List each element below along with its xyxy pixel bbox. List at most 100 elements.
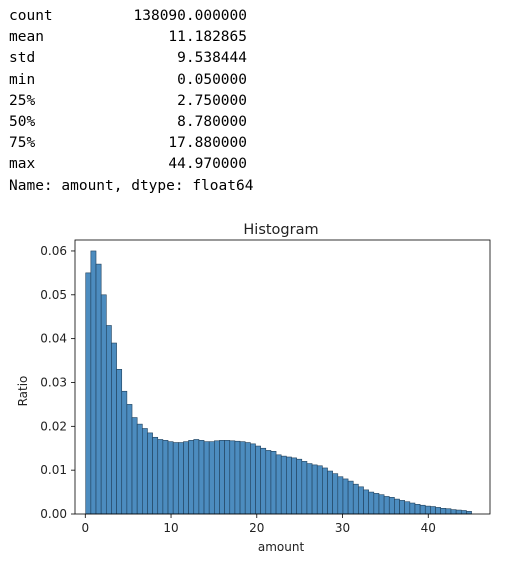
- histogram-bar: [450, 509, 457, 515]
- histogram-bar: [460, 510, 467, 515]
- histogram-bar: [445, 508, 452, 515]
- histogram-bar: [85, 272, 92, 515]
- describe-output: count 138090.000000 mean 11.182865 std 9.5384…: [9, 6, 253, 197]
- series-footer: Name: amount, dtype: float64: [9, 177, 254, 194]
- histogram-bar: [301, 461, 308, 515]
- histogram-chart: Histogram 0 10 20 30 400.000.010.020.030.040…: [16, 222, 491, 554]
- histogram-bar: [337, 476, 344, 515]
- stat-row-std: std 9.538444: [9, 48, 253, 69]
- x-tick-label: 10: [163, 521, 178, 535]
- histogram-bar: [100, 294, 107, 515]
- histogram-bars: [85, 250, 472, 515]
- histogram-bar: [373, 493, 380, 515]
- stat-value: 11.182865: [168, 29, 247, 46]
- stat-value: 17.880000: [168, 135, 247, 152]
- histogram-bar: [291, 457, 297, 515]
- y-axis-label: Ratio: [16, 376, 30, 407]
- stat-key: 25%: [9, 92, 36, 109]
- histogram-bar: [95, 263, 102, 515]
- histogram-bar: [234, 440, 241, 515]
- histogram-bar: [131, 417, 138, 515]
- histogram-bar: [327, 470, 333, 515]
- stat-key: std: [9, 50, 36, 67]
- histogram-bar: [255, 445, 261, 515]
- stat-row-mean: mean 11.182865: [9, 27, 253, 48]
- histogram-bar: [280, 455, 287, 515]
- histogram-bar: [286, 456, 292, 515]
- histogram-bar: [419, 504, 426, 515]
- histogram-bar: [260, 447, 267, 515]
- chart-title: Histogram: [243, 222, 318, 238]
- histogram-bar: [455, 509, 462, 515]
- histogram-bar: [172, 442, 179, 515]
- histogram-bar: [440, 508, 447, 515]
- stat-value: 2.750000: [177, 92, 247, 109]
- stat-key: mean: [9, 29, 44, 46]
- stat-value: 0.050000: [177, 71, 247, 88]
- stat-row-50pct: 50% 8.780000: [9, 112, 253, 133]
- histogram-bar: [430, 506, 436, 515]
- histogram-bar: [399, 500, 405, 515]
- y-tick-label: 0.05: [40, 288, 67, 302]
- histogram-bar: [147, 432, 153, 515]
- histogram-bar: [435, 507, 441, 515]
- histogram-bar: [105, 325, 112, 515]
- histogram-bar: [126, 404, 133, 515]
- histogram-bar: [270, 451, 277, 515]
- histogram-bar: [275, 454, 282, 515]
- histogram-bar: [332, 473, 339, 515]
- stat-row-count: count 138090.000000: [9, 6, 253, 27]
- histogram-bar: [193, 439, 200, 515]
- y-tick-label: 0.03: [40, 375, 67, 389]
- stat-value: 9.538444: [177, 50, 247, 67]
- stat-value: 44.970000: [168, 156, 247, 173]
- stat-row-25pct: 25% 2.750000: [9, 91, 253, 112]
- histogram-bar: [363, 489, 369, 515]
- stat-value: 8.780000: [177, 114, 247, 131]
- histogram-bar: [152, 436, 159, 515]
- y-tick-label: 0.04: [40, 332, 67, 346]
- histogram-bar: [378, 494, 385, 515]
- histogram-bar: [229, 440, 236, 515]
- x-tick-label: 40: [421, 521, 436, 535]
- stat-row-75pct: 75% 17.880000: [9, 133, 253, 154]
- histogram-bar: [424, 505, 431, 515]
- stat-key: 50%: [9, 114, 36, 131]
- x-tick-label: 30: [335, 521, 350, 535]
- histogram-bar: [322, 467, 328, 515]
- histogram-bar: [111, 342, 117, 515]
- histogram-bar: [203, 441, 210, 515]
- histogram-bar: [178, 442, 184, 515]
- x-tick-label: 0: [81, 521, 89, 535]
- histogram-bar: [316, 465, 323, 515]
- histogram-bar: [162, 440, 169, 515]
- stat-key: min: [9, 71, 36, 88]
- histogram-bar: [116, 369, 123, 515]
- histogram-bar: [224, 440, 231, 515]
- histogram-bar: [414, 504, 421, 515]
- histogram-bar: [306, 463, 313, 515]
- histogram-bar: [409, 502, 416, 515]
- x-tick-label: 20: [249, 521, 264, 535]
- histogram-bar: [244, 442, 251, 515]
- stat-key: max: [9, 156, 36, 173]
- stat-key: 75%: [9, 135, 36, 152]
- y-tick-label: 0.02: [40, 419, 67, 433]
- histogram-bar: [167, 441, 174, 515]
- histogram-bar: [157, 439, 164, 515]
- histogram-bar: [347, 480, 354, 515]
- y-tick-label: 0.00: [40, 507, 67, 521]
- histogram-bar: [239, 441, 246, 515]
- histogram-bar: [265, 450, 272, 515]
- histogram-bar: [358, 486, 364, 515]
- histogram-bar: [383, 496, 390, 515]
- histogram-bar: [394, 498, 400, 515]
- histogram-bar: [368, 491, 375, 515]
- histogram-bar: [388, 497, 395, 515]
- histogram-bar: [311, 464, 318, 515]
- histogram-bar: [352, 483, 359, 515]
- stat-row-min: min 0.050000: [9, 70, 253, 91]
- stat-key: count: [9, 8, 53, 24]
- plot-frame: [74, 239, 491, 515]
- stat-value: 138090.000000: [133, 8, 248, 24]
